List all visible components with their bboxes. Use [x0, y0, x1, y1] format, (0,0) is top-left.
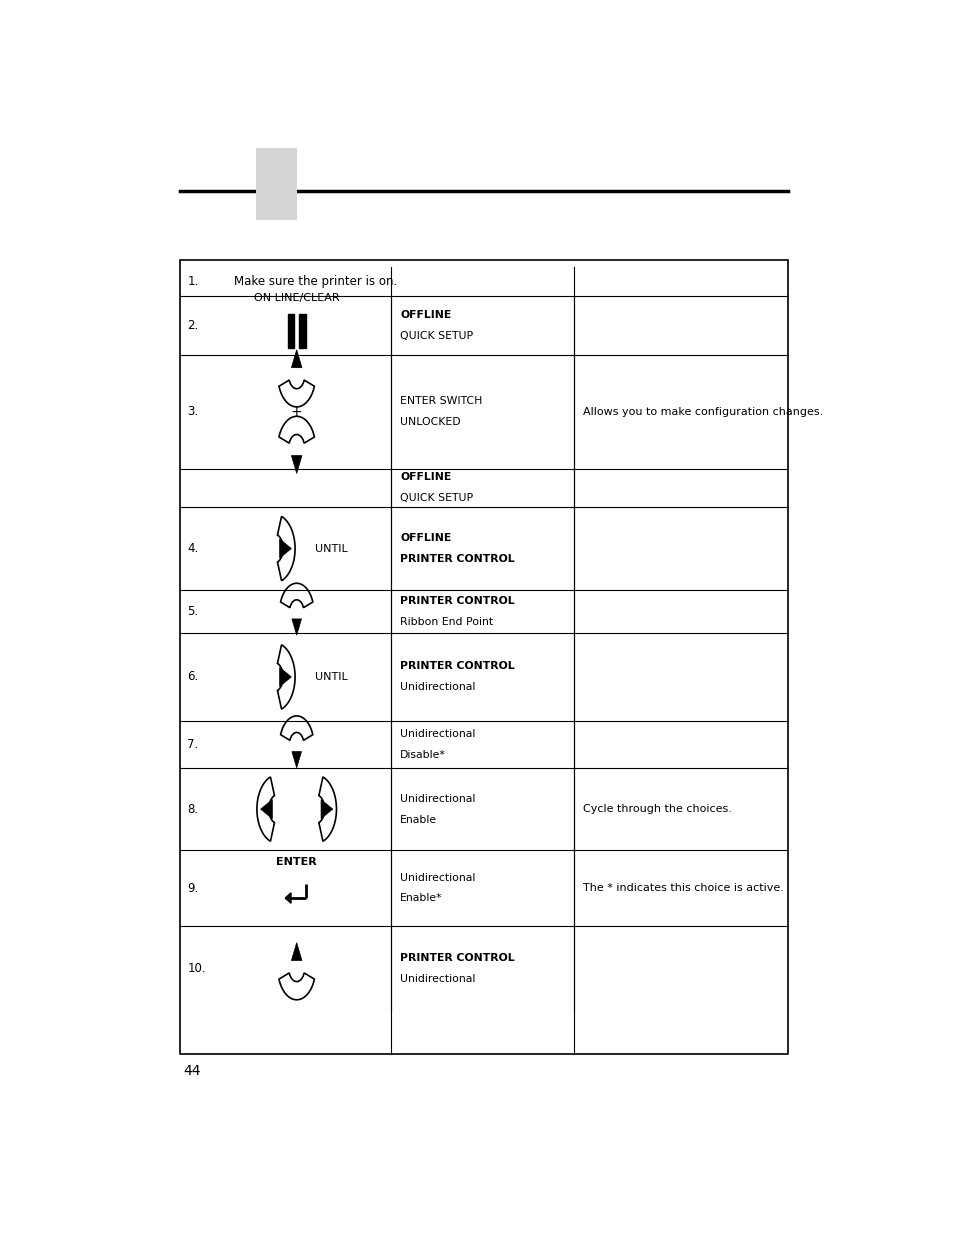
Text: PRINTER CONTROL: PRINTER CONTROL	[400, 662, 515, 672]
Text: 7.: 7.	[187, 739, 198, 751]
Text: 6.: 6.	[187, 671, 198, 683]
Text: PRINTER CONTROL: PRINTER CONTROL	[400, 555, 515, 564]
Text: Unidirectional: Unidirectional	[400, 729, 476, 739]
Text: Ribbon End Point: Ribbon End Point	[400, 618, 493, 627]
Text: +: +	[291, 405, 302, 419]
Polygon shape	[285, 893, 291, 903]
Text: QUICK SETUP: QUICK SETUP	[400, 493, 473, 503]
Text: Enable: Enable	[400, 815, 436, 825]
Text: 10.: 10.	[187, 962, 206, 974]
Bar	[298, 314, 305, 348]
Text: Unidirectional: Unidirectional	[400, 873, 476, 883]
Bar	[288, 314, 294, 348]
Text: ENTER SWITCH: ENTER SWITCH	[400, 396, 482, 406]
Text: PRINTER CONTROL: PRINTER CONTROL	[400, 597, 515, 606]
Text: Cycle through the choices.: Cycle through the choices.	[582, 804, 731, 814]
Polygon shape	[291, 456, 302, 473]
Text: 3.: 3.	[187, 405, 198, 419]
Text: ENTER: ENTER	[276, 857, 316, 867]
Polygon shape	[291, 350, 302, 368]
Text: 8.: 8.	[187, 803, 198, 815]
Text: UNLOCKED: UNLOCKED	[400, 417, 460, 427]
Polygon shape	[292, 619, 301, 635]
Text: 4.: 4.	[187, 542, 198, 555]
Polygon shape	[292, 752, 301, 768]
Polygon shape	[279, 538, 291, 558]
Text: UNTIL: UNTIL	[314, 672, 348, 682]
Text: OFFLINE: OFFLINE	[400, 534, 451, 543]
Text: 9.: 9.	[187, 882, 198, 894]
Bar	[180, 261, 787, 1053]
Text: Unidirectional: Unidirectional	[400, 794, 476, 804]
Text: Unidirectional: Unidirectional	[400, 683, 476, 693]
Text: OFFLINE: OFFLINE	[400, 310, 451, 320]
Text: 5.: 5.	[187, 605, 198, 619]
Polygon shape	[291, 942, 302, 961]
Text: Unidirectional: Unidirectional	[400, 974, 476, 984]
Text: Allows you to make configuration changes.: Allows you to make configuration changes…	[582, 406, 822, 416]
Text: OFFLINE: OFFLINE	[400, 472, 451, 482]
Text: Enable*: Enable*	[400, 893, 442, 904]
Text: 2.: 2.	[187, 319, 198, 331]
Text: PRINTER CONTROL: PRINTER CONTROL	[400, 953, 515, 963]
Text: 1.: 1.	[187, 275, 198, 288]
Text: ON LINE/CLEAR: ON LINE/CLEAR	[253, 294, 339, 304]
Text: Disable*: Disable*	[400, 750, 445, 760]
Polygon shape	[321, 799, 333, 819]
Text: UNTIL: UNTIL	[314, 543, 348, 553]
Polygon shape	[260, 799, 272, 819]
Bar	[255, 148, 296, 220]
Text: 44: 44	[183, 1063, 200, 1078]
Text: The * indicates this choice is active.: The * indicates this choice is active.	[582, 883, 782, 893]
Text: QUICK SETUP: QUICK SETUP	[400, 331, 473, 341]
Polygon shape	[279, 667, 291, 687]
Text: Make sure the printer is on.: Make sure the printer is on.	[233, 275, 396, 288]
